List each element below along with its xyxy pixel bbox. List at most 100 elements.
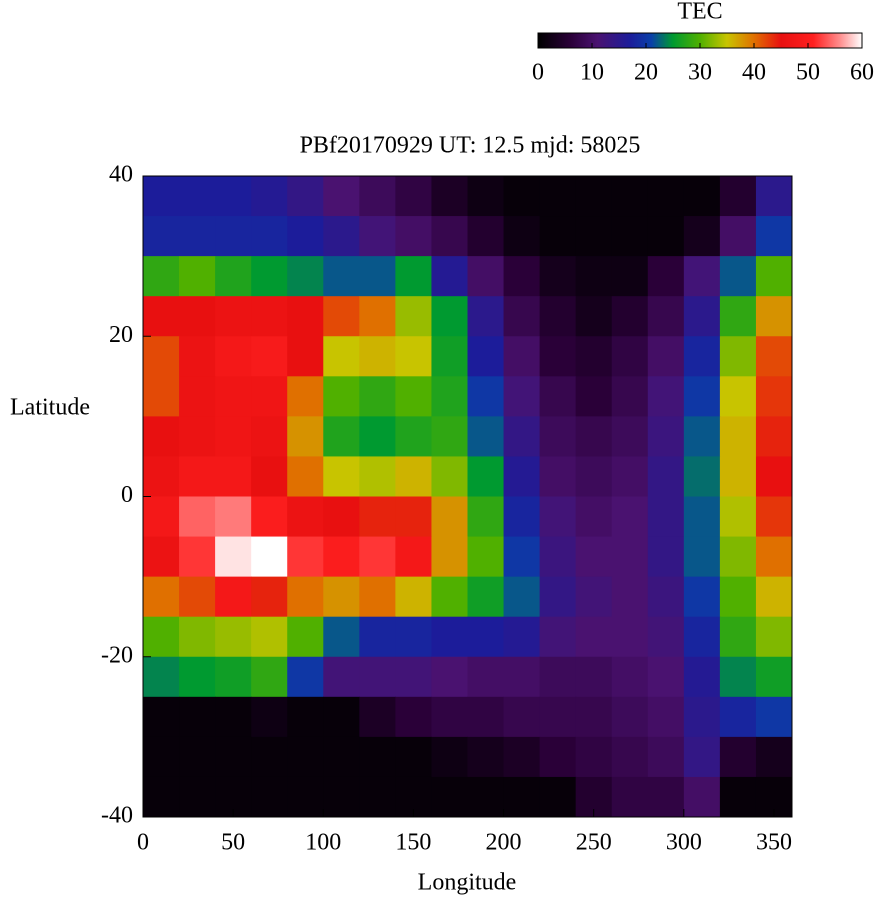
heatmap-cell — [611, 576, 649, 618]
heatmap-cell — [467, 776, 505, 818]
heatmap-cell — [611, 616, 649, 658]
heatmap-cell — [611, 376, 649, 417]
heatmap-cell — [215, 296, 252, 337]
x-tick-label: 150 — [395, 830, 431, 856]
heatmap-cell — [719, 216, 757, 257]
heatmap-cell — [251, 536, 288, 578]
heatmap-cell — [215, 256, 252, 297]
heatmap-cell — [575, 216, 613, 257]
heatmap-cell — [503, 616, 541, 658]
heatmap-cell — [683, 576, 721, 618]
heatmap-cell — [539, 736, 577, 778]
heatmap-cell — [359, 736, 396, 778]
heatmap-cell — [503, 416, 541, 457]
heatmap-cell — [431, 656, 468, 698]
heatmap-cell — [323, 776, 360, 818]
heatmap-cell — [251, 256, 288, 297]
heatmap-cell — [143, 216, 180, 257]
heatmap-cell — [323, 336, 360, 377]
heatmap-cell — [143, 176, 180, 217]
heatmap-cell — [683, 736, 721, 778]
heatmap-cell — [395, 416, 432, 457]
heatmap-cell — [503, 496, 541, 538]
heatmap-cell — [179, 296, 216, 337]
heatmap-cell — [539, 256, 577, 297]
x-tick-label: 300 — [666, 830, 702, 856]
heatmap-cell — [467, 176, 505, 217]
heatmap-cell — [683, 176, 721, 217]
heatmap-cell — [323, 416, 360, 457]
heatmap-cell — [251, 216, 288, 257]
heatmap-cell — [251, 696, 288, 738]
heatmap-cell — [503, 656, 541, 698]
heatmap-cell — [755, 616, 793, 658]
heatmap-cell — [539, 336, 577, 377]
heatmap-cell — [431, 696, 468, 738]
heatmap-cell — [539, 696, 577, 738]
heatmap-cell — [179, 576, 216, 618]
heatmap-cell — [395, 656, 432, 698]
heatmap-cell — [215, 456, 252, 497]
y-tick-label: 40 — [109, 162, 133, 188]
heatmap-cell — [287, 616, 324, 658]
heatmap-cell — [503, 696, 541, 738]
heatmap-cell — [395, 296, 432, 337]
heatmap-cell — [323, 256, 360, 297]
heatmap-cell — [215, 216, 252, 257]
heatmap-cell — [215, 536, 252, 578]
y-tick-label: 0 — [121, 482, 133, 508]
heatmap-cell — [719, 456, 757, 497]
heatmap-cell — [575, 536, 613, 578]
heatmap-cell — [575, 496, 613, 538]
heatmap-cell — [503, 736, 541, 778]
heatmap-cell — [647, 776, 685, 818]
heatmap-cell — [215, 656, 252, 698]
heatmap-cell — [395, 216, 432, 257]
heatmap-cell — [755, 496, 793, 538]
heatmap-cell — [179, 536, 216, 578]
heatmap-cell — [431, 496, 468, 538]
heatmap-cell — [431, 776, 468, 818]
heatmap-cell — [755, 256, 793, 297]
heatmap-cell — [395, 376, 432, 417]
heatmap-cell — [143, 536, 180, 578]
heatmap-cell — [647, 576, 685, 618]
heatmap-cell — [431, 176, 468, 217]
heatmap-cell — [467, 736, 505, 778]
heatmap-cell — [575, 376, 613, 417]
heatmap-cell — [611, 456, 649, 497]
heatmap-cell — [719, 576, 757, 618]
heatmap-cell — [719, 256, 757, 297]
heatmap-cell — [251, 776, 288, 818]
heatmap-cell — [251, 176, 288, 217]
heatmap-cell — [503, 456, 541, 497]
heatmap-cell — [251, 456, 288, 497]
heatmap-cell — [179, 336, 216, 377]
heatmap-cell — [323, 576, 360, 618]
heatmap-cell — [467, 656, 505, 698]
heatmap-cell — [359, 616, 396, 658]
heatmap-cell — [575, 256, 613, 297]
heatmap-cell — [287, 736, 324, 778]
heatmap-cell — [611, 296, 649, 337]
heatmap-cell — [251, 376, 288, 417]
heatmap-cell — [503, 536, 541, 578]
heatmap-cell — [755, 176, 793, 217]
heatmap-cell — [287, 696, 324, 738]
heatmap-cell — [647, 216, 685, 257]
heatmap-cell — [647, 616, 685, 658]
heatmap-cell — [179, 736, 216, 778]
colorbar-title: TEC — [677, 0, 722, 25]
heatmap-cell — [683, 256, 721, 297]
heatmap-cell — [683, 376, 721, 417]
heatmap-cell — [359, 776, 396, 818]
heatmap-cell — [503, 376, 541, 417]
heatmap-cell — [431, 336, 468, 377]
heatmap-cell — [287, 216, 324, 257]
heatmap-cell — [323, 456, 360, 497]
heatmap-cell — [755, 696, 793, 738]
heatmap-cell — [215, 336, 252, 377]
heatmap-cell — [395, 336, 432, 377]
heatmap-cell — [611, 416, 649, 457]
heatmap-cell — [323, 496, 360, 538]
